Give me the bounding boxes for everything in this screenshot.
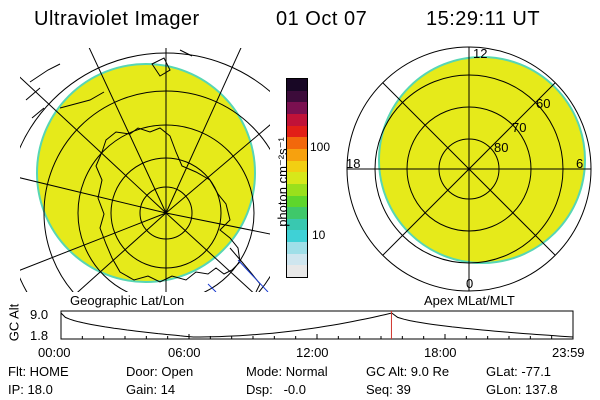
- colorbar-unit-label: photon cm⁻²s⁻¹: [275, 137, 290, 227]
- altitude-xtick-3: 18:00: [424, 345, 457, 360]
- right-image-fill: [378, 56, 586, 264]
- altitude-ylabel: GC Alt: [6, 303, 22, 342]
- altitude-xtick-2: 12:00: [296, 345, 329, 360]
- status-ip: IP: 18.0: [8, 382, 53, 397]
- mlat-label-60: 60: [536, 96, 551, 111]
- colorbar-segment: [287, 242, 307, 254]
- mlat-label-70: 70: [512, 120, 527, 135]
- mlt-label-6: 6: [576, 156, 584, 171]
- status-glat: GLat: -77.1: [486, 364, 552, 379]
- altitude-xtick-0: 00:00: [38, 345, 71, 360]
- colorbar-segment: [287, 148, 307, 161]
- colorbar-segment: [287, 195, 307, 208]
- right-panel-label: Apex MLat/MLT: [424, 293, 515, 308]
- status-mode: Mode: Normal: [246, 364, 328, 379]
- date-label: 01 Oct 07: [276, 8, 368, 30]
- altitude-plot: [60, 310, 574, 340]
- status-gain: Gain: 14: [126, 382, 176, 397]
- altitude-xtick-1: 06:00: [168, 345, 201, 360]
- colorbar-segment: [287, 253, 307, 266]
- status-glon: GLon: 137.8: [486, 382, 558, 397]
- colorbar-segment: [287, 230, 307, 243]
- time-label: 15:29:11 UT: [426, 8, 541, 30]
- colorbar-tick-100: 100: [310, 140, 331, 154]
- geographic-map-panel: [20, 48, 270, 292]
- app-title: Ultraviolet Imager: [34, 8, 200, 30]
- status-gc-alt: GC Alt: 9.0 Re: [366, 364, 450, 379]
- altitude-ytick-bottom: 1.8: [30, 328, 49, 343]
- mlt-label-0: 0: [466, 276, 474, 291]
- right-mlt-lines: [347, 47, 591, 291]
- colorbar-segment: [287, 160, 307, 173]
- coastline: [95, 127, 241, 283]
- altitude-xtick-4: 23:59: [552, 345, 585, 360]
- colorbar-segment: [287, 218, 307, 231]
- colorbar-segment: [287, 183, 307, 196]
- mlat-label-80: 80: [494, 140, 509, 155]
- status-dsp: Dsp: -0.0: [246, 382, 306, 397]
- colorbar-segment: [287, 265, 307, 277]
- altitude-ytick-top: 9.0: [30, 307, 49, 322]
- left-image-fill: [36, 63, 256, 283]
- altitude-series-line: [60, 312, 574, 338]
- colorbar-segment: [287, 172, 307, 184]
- colorbar: [286, 78, 308, 278]
- left-panel-label: Geographic Lat/Lon: [70, 293, 185, 308]
- colorbar-segment: [287, 207, 307, 219]
- colorbar-segment: [287, 79, 307, 91]
- mlt-label-12: 12: [473, 46, 488, 61]
- magnetic-map-panel: [346, 46, 592, 292]
- colorbar-segment: [287, 90, 307, 103]
- colorbar-segment: [287, 102, 307, 115]
- mlt-label-18: 18: [346, 156, 361, 171]
- colorbar-segment: [287, 114, 307, 126]
- colorbar-segment: [287, 137, 307, 149]
- colorbar-segment: [287, 125, 307, 138]
- status-seq: Seq: 39: [366, 382, 411, 397]
- colorbar-tick-10: 10: [312, 228, 326, 242]
- status-door: Door: Open: [126, 364, 194, 379]
- status-flt: Flt: HOME: [8, 364, 69, 379]
